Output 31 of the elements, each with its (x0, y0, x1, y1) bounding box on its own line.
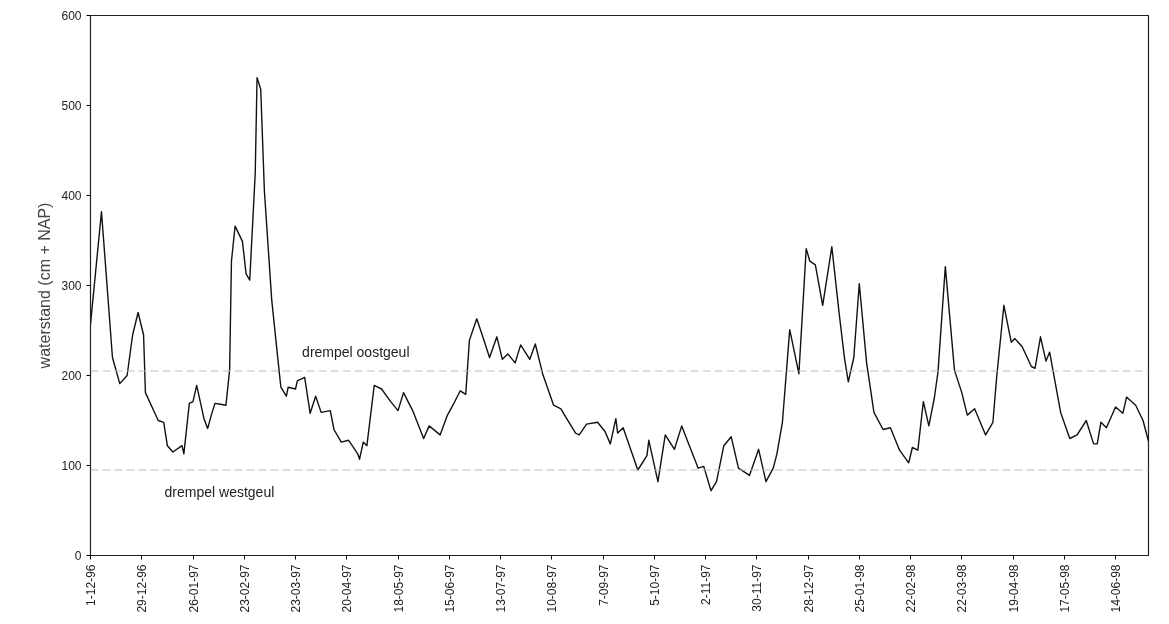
x-tick-label: 2-11-97 (699, 564, 714, 605)
x-tick-label: 5-10-97 (647, 564, 662, 606)
x-tick-label: 28-12-97 (801, 564, 816, 613)
x-tick-label: 22-03-98 (955, 564, 970, 613)
x-tick-label: 30-11-97 (750, 564, 765, 612)
x-tick-label: 19-04-98 (1006, 564, 1021, 613)
x-tick-label: 14-06-98 (1109, 564, 1124, 613)
x-tick-label: 15-06-97 (442, 564, 457, 613)
x-tick-label: 17-05-98 (1057, 564, 1072, 613)
y-tick-label: 100 (61, 459, 82, 473)
x-tick-label: 10-08-97 (545, 564, 560, 613)
y-tick-label: 300 (61, 279, 82, 293)
x-tick-label: 13-07-97 (494, 564, 509, 613)
x-tick-label: 1-12-96 (84, 564, 98, 606)
y-tick-label: 400 (61, 189, 82, 203)
x-tick-label: 29-12-96 (135, 564, 150, 613)
y-axis-title: waterstand (cm + NAP) (36, 202, 54, 370)
y-tick-label: 500 (61, 99, 82, 113)
ref-line-label: drempel westgeul (164, 483, 275, 500)
x-tick-label: 18-05-97 (391, 564, 406, 613)
x-tick-label: 22-02-98 (904, 564, 919, 613)
y-tick-label: 200 (61, 369, 82, 383)
y-tick-label: 600 (61, 9, 82, 23)
x-tick-label: 26-01-97 (186, 564, 201, 613)
x-tick-label: 20-04-97 (340, 564, 355, 613)
x-tick-label: 23-02-97 (237, 564, 252, 613)
x-tick-label: 7-09-97 (596, 564, 611, 606)
ref-line-label: drempel oostgeul (302, 344, 410, 360)
x-tick-label: 25-01-98 (852, 564, 867, 613)
y-tick-label: 0 (74, 549, 82, 563)
x-tick-label: 23-03-97 (289, 564, 304, 613)
